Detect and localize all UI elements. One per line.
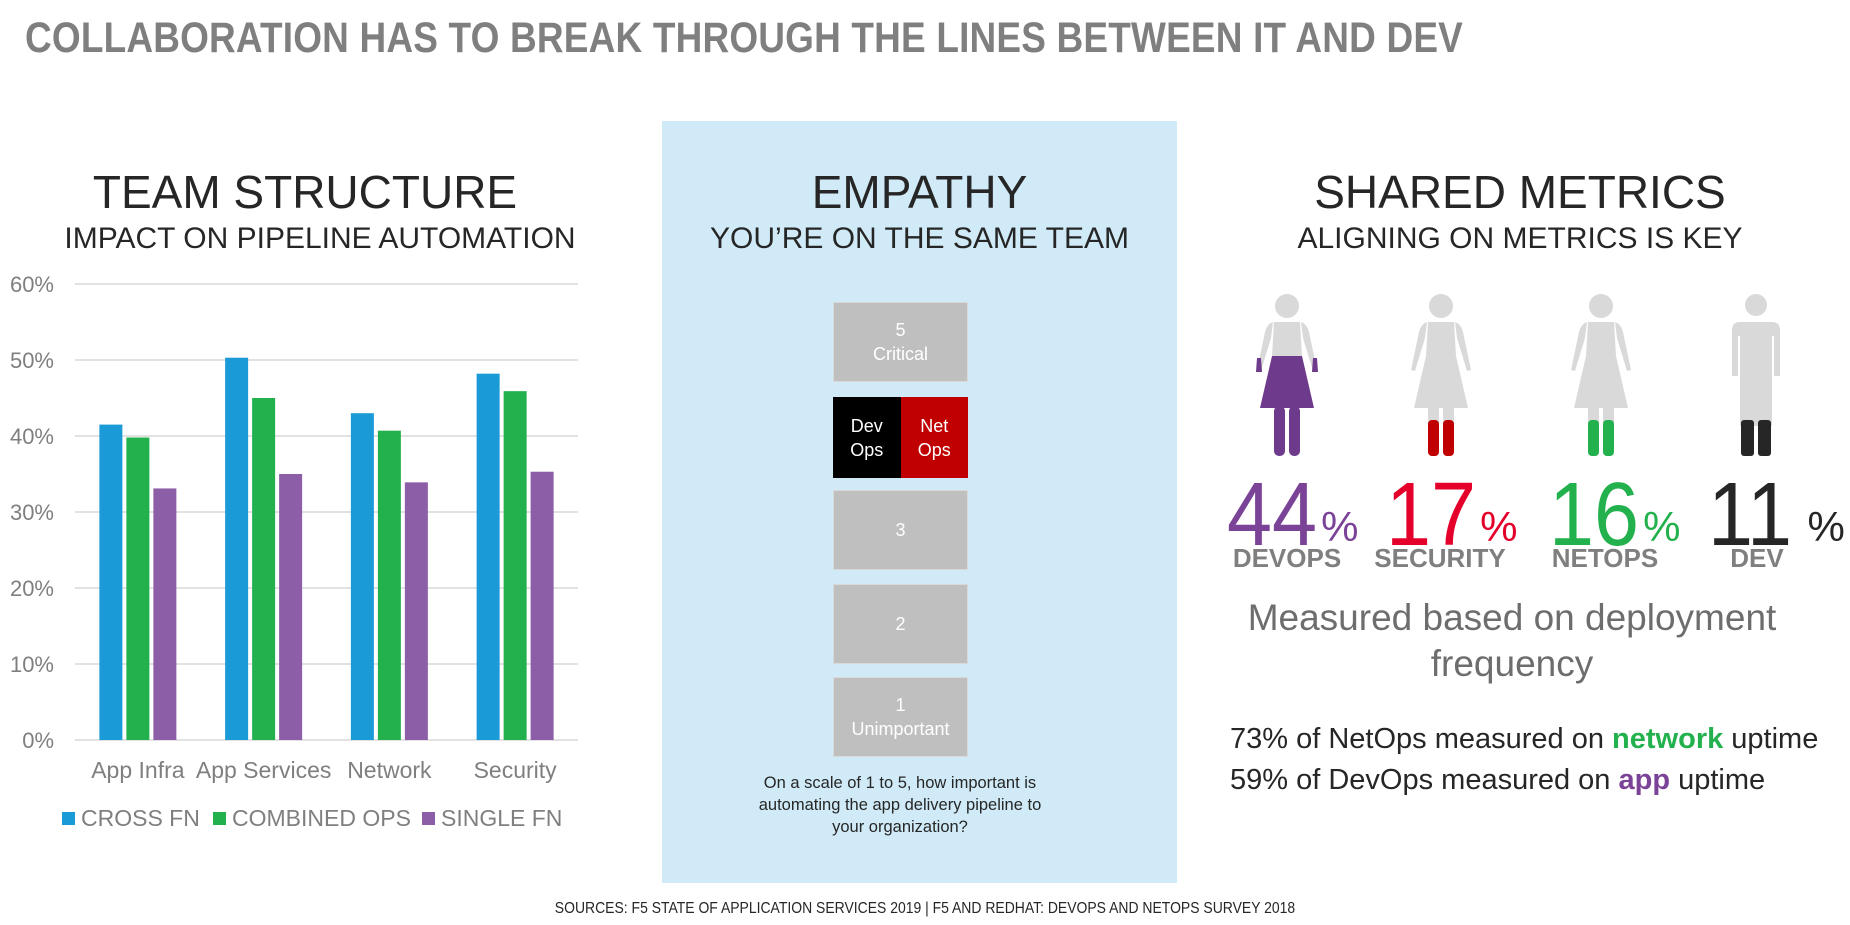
y-tick-label: 20%: [10, 576, 54, 601]
netops-stat-suffix: uptime: [1723, 723, 1819, 755]
net-ops-box: Net Ops: [900, 397, 968, 478]
bar-single-fn-security: [530, 471, 554, 740]
y-tick-label: 30%: [10, 500, 54, 525]
bar-combined-ops-app-infra: [126, 437, 150, 740]
legend-item: SINGLE FN: [422, 805, 562, 832]
measured-note-line2: frequency: [1430, 643, 1594, 684]
legend-label: SINGLE FN: [441, 805, 563, 831]
bar-combined-ops-app-services: [252, 398, 276, 740]
scale-level-4-split: Dev Ops Net Ops: [833, 397, 968, 478]
devops-stat-suffix: uptime: [1670, 764, 1766, 796]
legend-item: COMBINED OPS: [213, 805, 411, 832]
security-label: SECURITY: [1374, 543, 1506, 573]
team-structure-subtitle: IMPACT ON PIPELINE AUTOMATION: [64, 222, 576, 255]
dev-label: DEV: [1730, 543, 1784, 573]
y-tick-label: 40%: [10, 424, 54, 449]
scale-level-2: 2: [833, 584, 968, 664]
netops-stat-text: 73% of NetOps measured on: [1230, 723, 1613, 755]
x-tick-label: Security: [474, 757, 558, 783]
scale-level-1: 1 Unimportant: [833, 677, 968, 757]
legend-swatch: [62, 812, 75, 825]
bar-single-fn-app-services: [279, 474, 303, 740]
shared-metrics-title: SHARED METRICS: [1314, 166, 1726, 218]
bar-combined-ops-security: [503, 391, 527, 740]
page-title: COLLABORATION HAS TO BREAK THROUGH THE L…: [25, 14, 1464, 62]
net-ops-label-line2: Ops: [917, 439, 951, 460]
scale-level-5-label: Critical: [872, 344, 928, 364]
bar-cross-fn-security: [476, 373, 500, 740]
devops-stat-text: 59% of DevOps measured on: [1230, 764, 1619, 796]
legend-swatch: [422, 812, 435, 825]
survey-question-line2: automating the app delivery pipeline to: [758, 796, 1042, 814]
survey-question: On a scale of 1 to 5, how important is a…: [730, 772, 1070, 838]
woman-icon-purple: [1256, 294, 1318, 456]
devops-percent-value: 44: [1227, 465, 1318, 565]
devops-label: DEVOPS: [1232, 543, 1342, 573]
survey-question-line3: your organization?: [832, 818, 968, 836]
shared-metrics-subtitle: ALIGNING ON METRICS IS KEY: [1297, 222, 1743, 255]
x-tick-label: Network: [347, 757, 432, 783]
team-structure-title: TEAM STRUCTURE: [92, 166, 518, 218]
net-ops-label-line1: Net: [920, 415, 949, 436]
x-tick-label: App Infra: [91, 757, 185, 783]
bar-single-fn-app-infra: [153, 488, 177, 740]
woman-icon-red: [1411, 294, 1471, 456]
legend-swatch: [213, 812, 226, 825]
netops-label: NETOPS: [1551, 543, 1659, 573]
pipeline-automation-bar-chart: 0% 10% 20% 30% 40% 50% 60% App Infra App Service…: [10, 272, 578, 783]
security-percent: 17%: [1386, 470, 1517, 560]
measured-note-line1: Measured based on deployment: [1247, 597, 1777, 638]
y-tick-label: 10%: [10, 652, 54, 677]
man-icon-dark: [1732, 294, 1780, 456]
security-percent-value: 17: [1386, 465, 1477, 565]
netops-stat: 73% of NetOps measured on network uptime: [1230, 723, 1818, 756]
legend-label: COMBINED OPS: [232, 805, 411, 831]
devops-stat: 59% of DevOps measured on app uptime: [1230, 764, 1765, 797]
security-percent-sign: %: [1480, 503, 1518, 550]
scale-level-3-number: 3: [895, 520, 906, 540]
netops-stat-highlight: network: [1612, 723, 1724, 755]
woman-icon-green: [1571, 294, 1631, 456]
devops-stat-highlight: app: [1618, 764, 1671, 796]
measured-note: Measured based on deployment frequency: [1222, 595, 1802, 687]
devops-percent-sign: %: [1321, 503, 1359, 550]
scale-level-1-label: Unimportant: [851, 719, 950, 739]
dev-ops-box: Dev Ops: [833, 397, 901, 478]
y-tick-label: 60%: [10, 272, 54, 297]
scale-level-1-number: 1: [895, 695, 906, 715]
dev-percent-value: 11: [1708, 465, 1793, 565]
bar-combined-ops-network: [377, 430, 401, 740]
bar-cross-fn-app-services: [225, 357, 249, 740]
y-tick-label: 0%: [22, 728, 54, 753]
survey-question-line1: On a scale of 1 to 5, how important is: [763, 774, 1037, 792]
devops-percent: 44%: [1227, 470, 1358, 560]
legend-label: CROSS FN: [81, 805, 200, 831]
scale-level-2-number: 2: [895, 614, 906, 634]
sources-footer: SOURCES: F5 STATE OF APPLICATION SERVICE…: [554, 900, 1296, 917]
x-tick-label: App Services: [196, 757, 332, 783]
scale-level-5: 5 Critical: [833, 302, 968, 382]
netops-percent-value: 16: [1549, 465, 1640, 565]
empathy-title: EMPATHY: [811, 166, 1028, 218]
netops-percent-sign: %: [1643, 503, 1681, 550]
dev-percent-sign: %: [1807, 503, 1845, 550]
legend-item: CROSS FN: [62, 805, 200, 832]
dev-ops-label-line1: Dev: [850, 415, 883, 436]
bar-cross-fn-network: [350, 413, 374, 740]
bar-single-fn-network: [404, 482, 428, 740]
scale-level-5-number: 5: [895, 320, 906, 340]
netops-percent: 16%: [1549, 470, 1680, 560]
bar-cross-fn-app-infra: [99, 424, 123, 740]
dev-ops-label-line2: Ops: [850, 439, 884, 460]
y-tick-label: 50%: [10, 348, 54, 373]
scale-level-3: 3: [833, 490, 968, 570]
dev-percent: 11%: [1708, 470, 1845, 560]
empathy-subtitle: YOU’RE ON THE SAME TEAM: [710, 222, 1129, 255]
